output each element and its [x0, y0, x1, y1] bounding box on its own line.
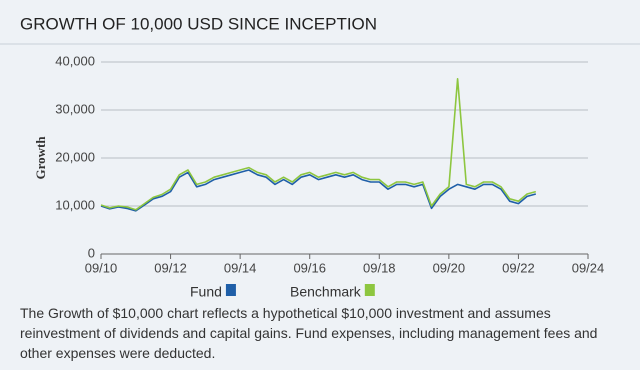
y-tick-label: 10,000 — [55, 197, 95, 212]
y-tick-label: 20,000 — [55, 149, 95, 164]
x-tick-label: 09/16 — [293, 260, 326, 275]
footnote: The Growth of $10,000 chart reflects a h… — [20, 305, 598, 361]
y-tick-label: 0 — [88, 245, 95, 260]
y-tick-label: 40,000 — [55, 53, 95, 68]
x-tick-label: 09/18 — [363, 260, 396, 275]
y-tick-label: 30,000 — [55, 101, 95, 116]
y-axis-label: Growth — [33, 136, 48, 180]
x-tick-label: 09/20 — [433, 260, 466, 275]
chart: GROWTH OF 10,000 USD SINCE INCEPTION Gro… — [0, 14, 640, 300]
x-tick-label: 09/14 — [224, 260, 257, 275]
x-tick-label: 09/10 — [85, 260, 118, 275]
legend-label: Benchmark — [290, 284, 362, 300]
x-tick-label: 09/24 — [572, 260, 605, 275]
series-line — [100, 169, 537, 212]
series-line — [100, 78, 537, 211]
x-tick-label: 09/22 — [502, 260, 535, 275]
legend-swatch — [364, 284, 375, 296]
x-tick-label: 09/12 — [154, 260, 187, 275]
legend-label: Fund — [190, 284, 222, 300]
chart-title: GROWTH OF 10,000 USD SINCE INCEPTION — [20, 14, 377, 33]
legend-swatch — [225, 284, 236, 296]
